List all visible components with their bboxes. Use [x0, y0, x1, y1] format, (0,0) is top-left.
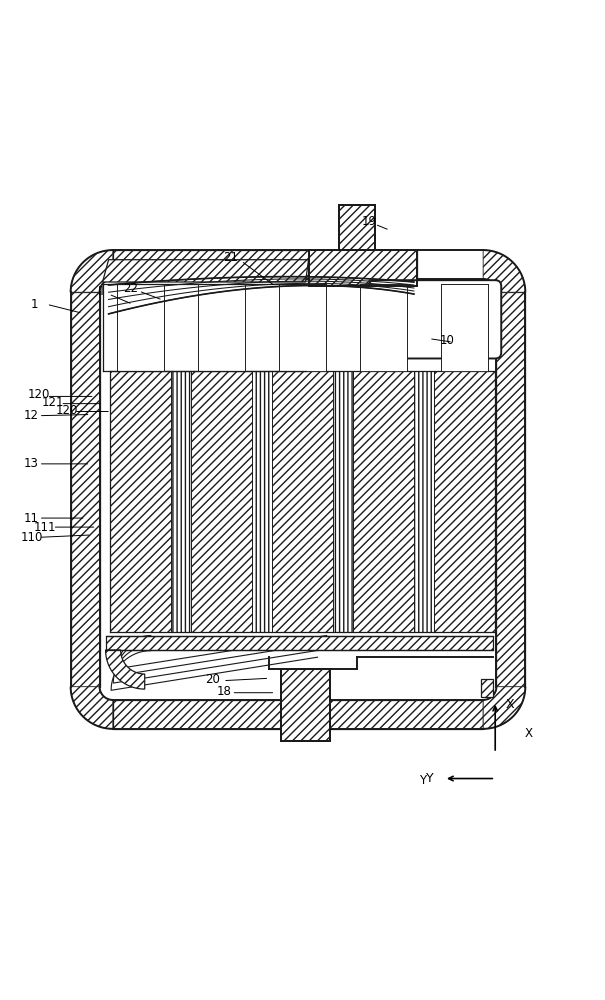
Text: 11: 11 — [24, 512, 39, 525]
Polygon shape — [309, 250, 417, 279]
Text: 1: 1 — [31, 298, 38, 311]
Text: X: X — [506, 698, 515, 711]
Text: 21: 21 — [223, 251, 238, 264]
Bar — [339, 205, 374, 250]
Text: Y: Y — [425, 772, 433, 785]
Text: 19: 19 — [361, 215, 376, 228]
Bar — [281, 669, 330, 741]
Polygon shape — [333, 371, 353, 632]
Polygon shape — [110, 371, 171, 632]
Polygon shape — [497, 292, 525, 687]
Polygon shape — [171, 371, 191, 632]
Bar — [441, 284, 488, 371]
Text: X: X — [525, 727, 532, 740]
Text: II: II — [97, 285, 104, 298]
Polygon shape — [483, 687, 525, 729]
Polygon shape — [191, 371, 252, 632]
Polygon shape — [106, 650, 145, 689]
Text: Y: Y — [419, 774, 427, 787]
Text: 12: 12 — [24, 409, 39, 422]
Polygon shape — [353, 371, 414, 632]
Polygon shape — [71, 292, 100, 687]
Text: 120: 120 — [55, 404, 77, 417]
Bar — [198, 284, 245, 371]
Polygon shape — [483, 250, 525, 292]
Text: 120: 120 — [28, 388, 50, 401]
Text: 20: 20 — [204, 673, 220, 686]
Text: 18: 18 — [217, 685, 232, 698]
FancyBboxPatch shape — [368, 280, 501, 358]
Text: 22: 22 — [123, 282, 139, 295]
Text: 110: 110 — [21, 531, 43, 544]
Bar — [279, 284, 326, 371]
Polygon shape — [113, 250, 309, 279]
Polygon shape — [252, 371, 272, 632]
Bar — [482, 679, 493, 697]
Polygon shape — [272, 371, 333, 632]
Text: 111: 111 — [33, 521, 56, 534]
Text: 121: 121 — [41, 396, 64, 409]
Polygon shape — [495, 279, 497, 352]
Polygon shape — [103, 260, 309, 282]
Text: 13: 13 — [24, 457, 39, 470]
Bar — [309, 250, 417, 286]
Polygon shape — [434, 371, 495, 632]
Polygon shape — [71, 687, 113, 729]
Polygon shape — [71, 250, 113, 292]
Bar — [360, 284, 407, 371]
Bar — [117, 284, 164, 371]
Polygon shape — [113, 700, 483, 729]
Text: 10: 10 — [440, 334, 454, 347]
Bar — [106, 636, 493, 650]
Polygon shape — [414, 371, 434, 632]
